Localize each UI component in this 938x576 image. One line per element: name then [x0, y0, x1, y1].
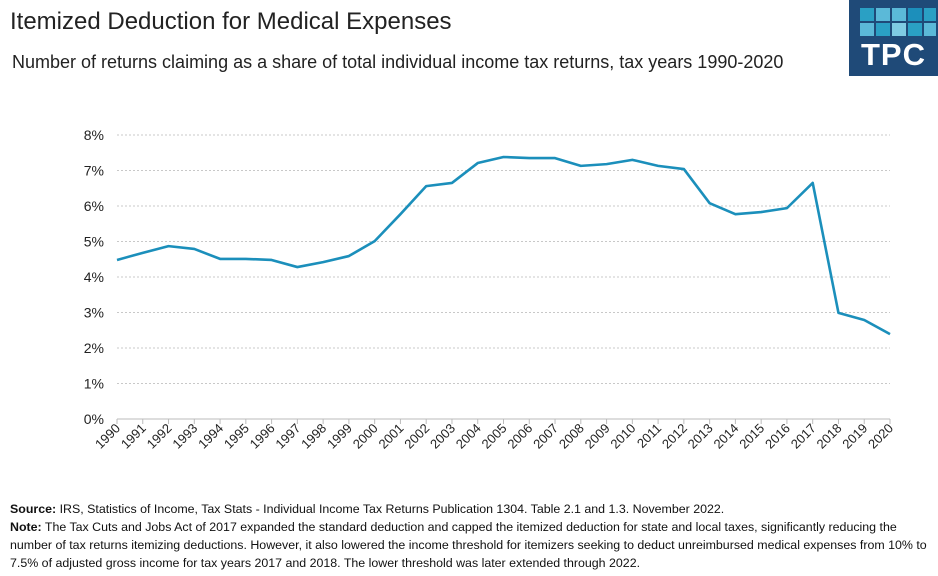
chart-subtitle: Number of returns claiming as a share of…: [12, 52, 784, 72]
y-tick-label: 1%: [84, 376, 104, 392]
y-tick-label: 3%: [84, 305, 104, 321]
y-tick-label: 8%: [84, 127, 104, 143]
x-tick-label: 2012: [659, 421, 690, 452]
logo-text: TPC: [861, 37, 926, 72]
line-chart: 0%1%2%3%4%5%6%7%8%1990199119921993199419…: [84, 127, 896, 452]
x-tick-label: 1998: [298, 421, 329, 452]
note-line: Note: The Tax Cuts and Jobs Act of 2017 …: [10, 518, 935, 572]
x-tick-label: 1993: [169, 421, 200, 452]
x-tick-label: 1997: [272, 421, 303, 452]
x-tick-label: 2000: [350, 421, 381, 452]
x-tick-label: 2004: [453, 421, 484, 452]
x-tick-label: 2007: [530, 421, 561, 452]
y-tick-label: 0%: [84, 411, 104, 427]
x-tick-label: 1995: [221, 421, 252, 452]
y-tick-label: 5%: [84, 234, 104, 250]
x-tick-label: 2008: [556, 421, 587, 452]
x-tick-label: 1994: [195, 421, 226, 452]
x-tick-label: 2013: [685, 421, 716, 452]
x-tick-label: 2003: [427, 421, 458, 452]
y-tick-label: 7%: [84, 163, 104, 179]
series-line: [116, 155, 891, 336]
x-tick-label: 2005: [479, 421, 510, 452]
y-tick-label: 4%: [84, 269, 104, 285]
x-tick-label: 2016: [762, 421, 793, 452]
y-tick-label: 2%: [84, 340, 104, 356]
x-tick-label: 1992: [144, 421, 175, 452]
x-tick-label: 2017: [788, 421, 819, 452]
source-label: Source:: [10, 502, 57, 516]
x-tick-label: 2010: [607, 421, 638, 452]
x-tick-label: 1999: [324, 421, 355, 452]
source-line: Source: IRS, Statistics of Income, Tax S…: [10, 500, 935, 518]
x-tick-label: 2019: [839, 421, 870, 452]
tpc-logo: TPC: [849, 0, 938, 76]
note-text: The Tax Cuts and Jobs Act of 2017 expand…: [10, 520, 927, 570]
x-tick-label: 2006: [504, 421, 535, 452]
chart-title: Itemized Deduction for Medical Expenses: [10, 8, 452, 35]
x-tick-label: 1991: [118, 421, 149, 452]
x-tick-label: 1996: [247, 421, 278, 452]
x-tick-label: 2009: [582, 421, 613, 452]
x-tick-label: 2020: [865, 421, 896, 452]
x-tick-label: 2015: [736, 421, 767, 452]
x-tick-label: 2001: [375, 421, 406, 452]
x-tick-label: 2014: [710, 421, 741, 452]
note-label: Note:: [10, 520, 42, 534]
source-text: IRS, Statistics of Income, Tax Stats - I…: [56, 502, 725, 516]
x-tick-label: 2011: [634, 421, 664, 451]
x-tick-label: 2002: [401, 421, 432, 452]
footnotes: Source: IRS, Statistics of Income, Tax S…: [10, 500, 935, 572]
y-tick-label: 6%: [84, 198, 104, 214]
x-tick-label: 2018: [814, 421, 845, 452]
